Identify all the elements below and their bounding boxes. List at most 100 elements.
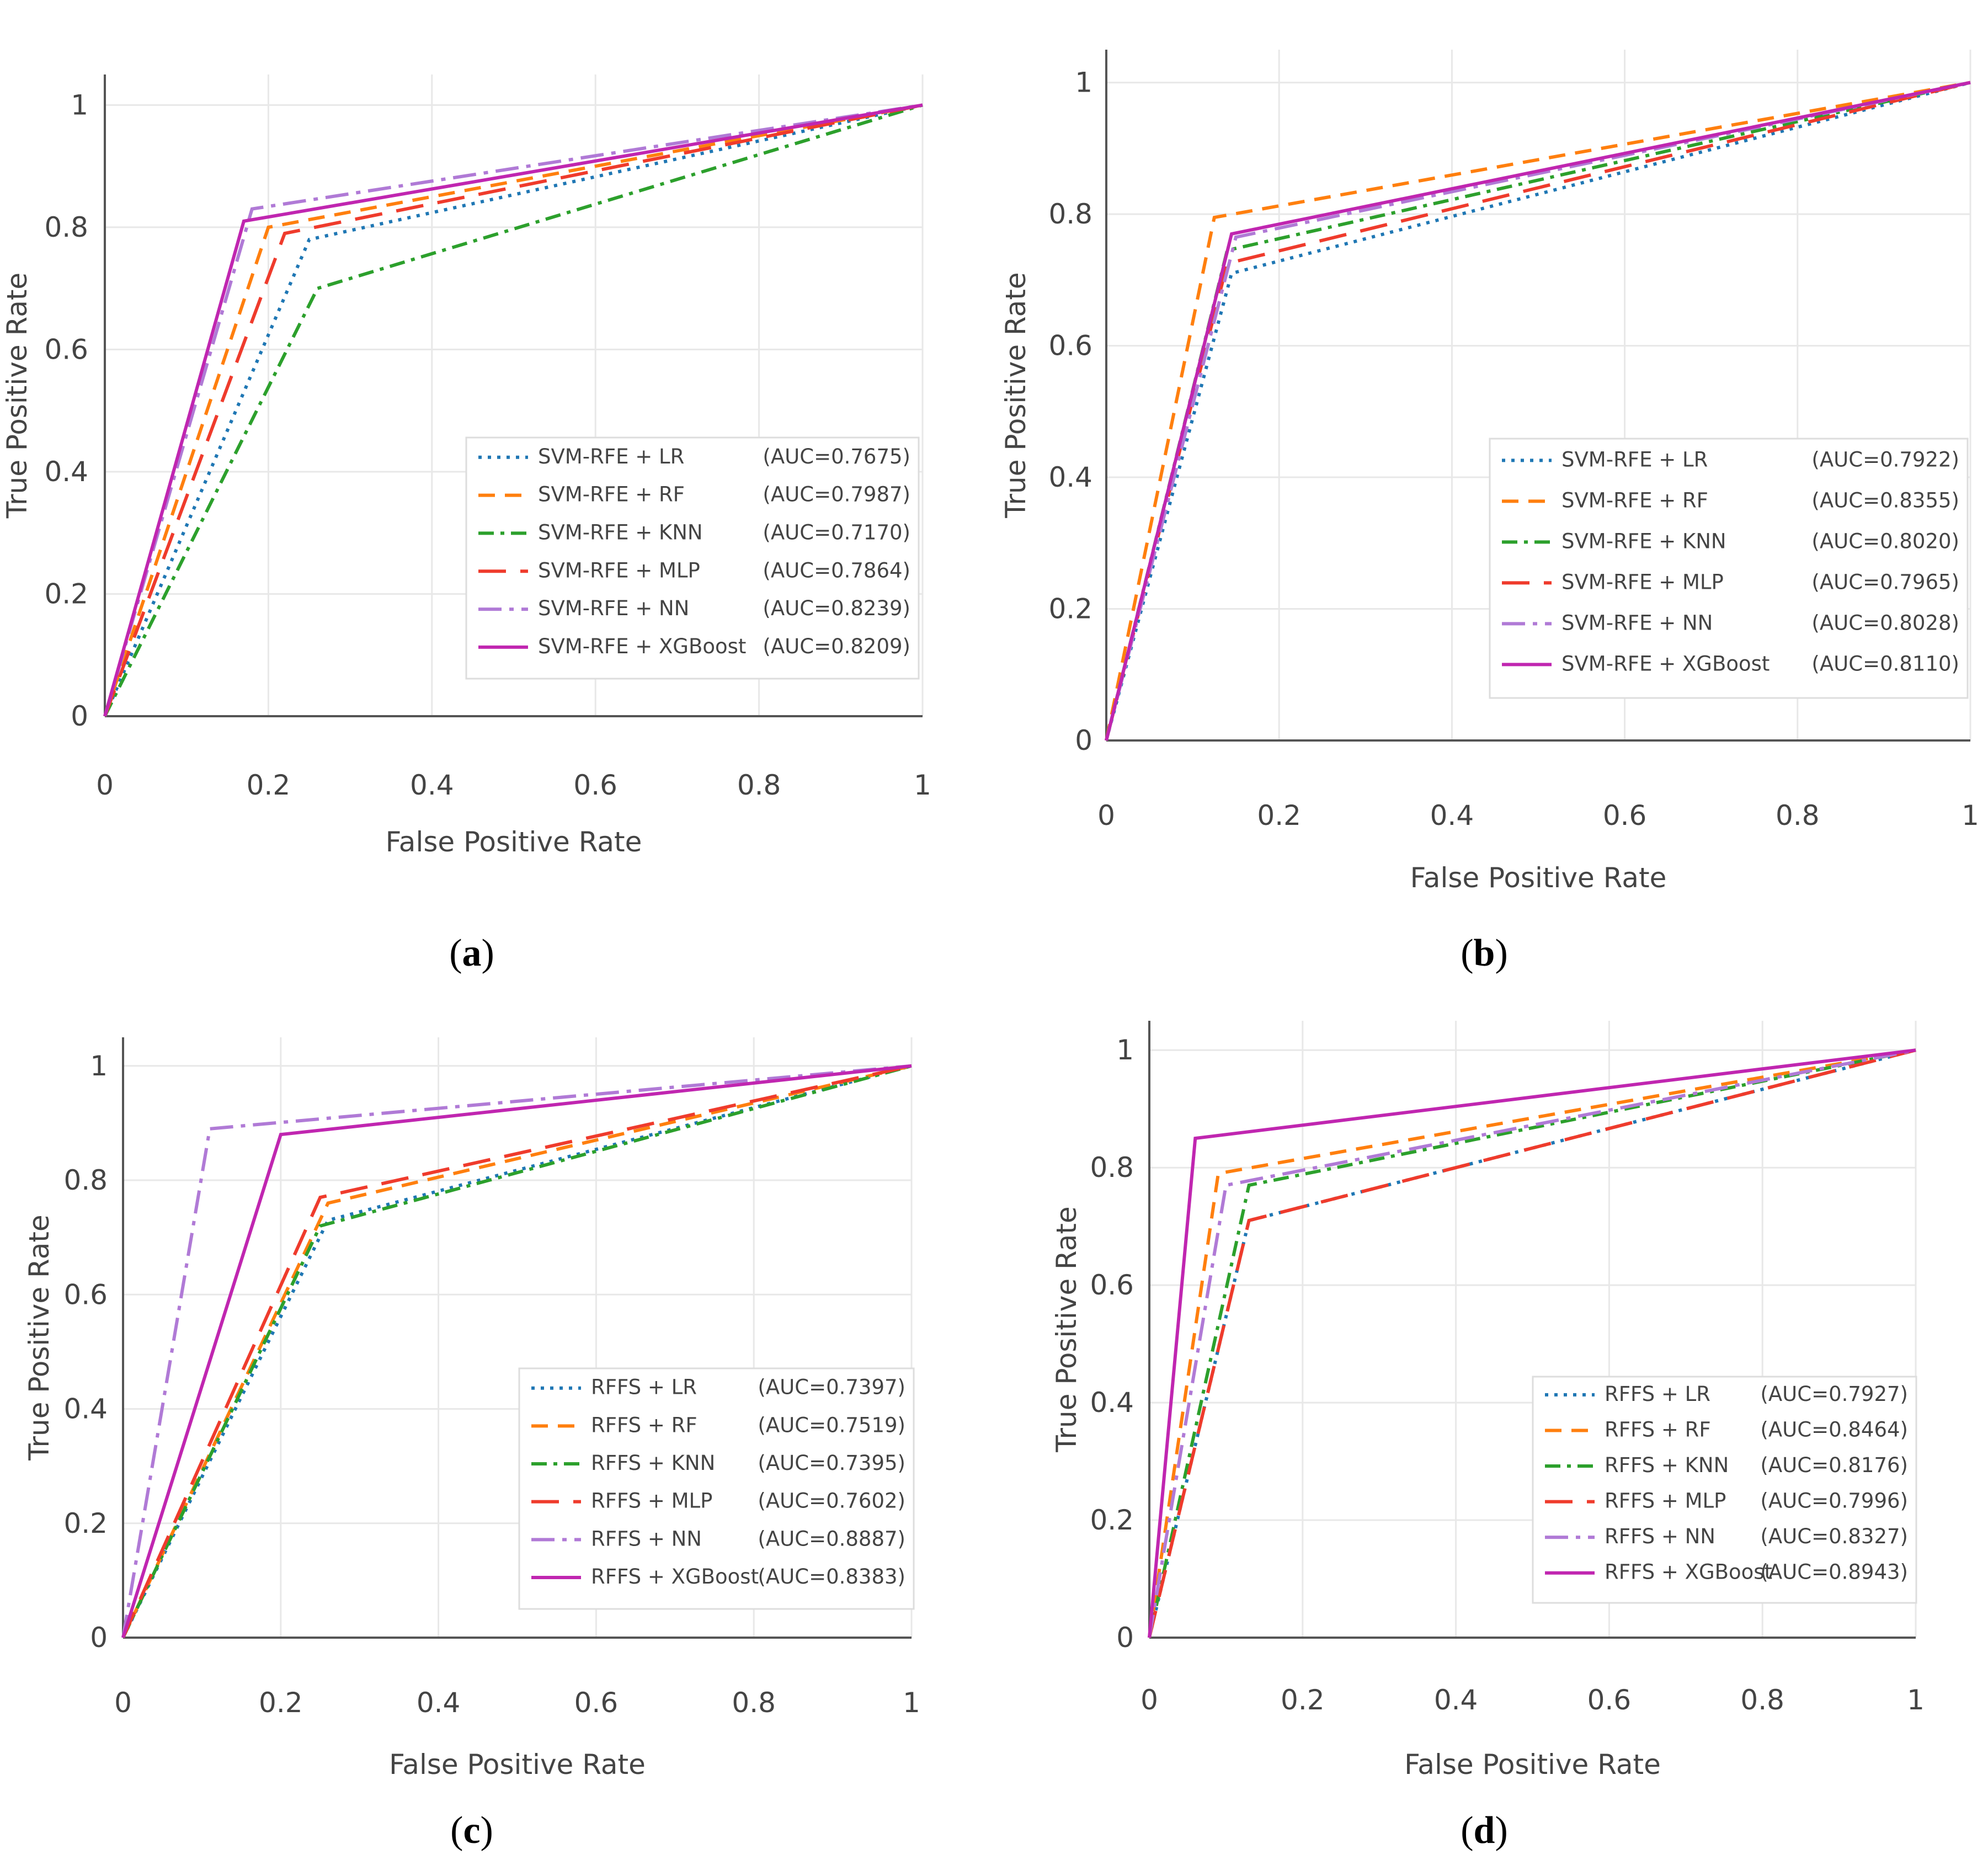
y-axis-title: True Positive Rate [1000, 272, 1032, 518]
x-axis-title: False Positive Rate [1404, 1749, 1661, 1781]
x-tick-label: 1 [1962, 800, 1979, 832]
x-tick-label: 0.6 [1587, 1684, 1632, 1716]
chart-panel-c: 0 0.2 0.4 0.6 0.8 1 0 0.2 0.4 0.6 0.8 1 False Positi… [23, 1037, 920, 1852]
legend-entry: RFFS + KNN [1605, 1453, 1729, 1477]
x-tick-label: 0.8 [1740, 1684, 1784, 1716]
legend-entry: RFFS + RF [591, 1413, 697, 1437]
y-axis-title: True Positive Rate [23, 1214, 55, 1461]
x-tick-label: 0.8 [732, 1687, 776, 1719]
roc-line-mlp [103, 103, 923, 717]
roc-line-mlp [1148, 1048, 1916, 1638]
x-tick-label: 0.2 [1257, 800, 1301, 832]
x-tick-label: 0.4 [1434, 1684, 1478, 1716]
y-tick-label: 0.2 [1090, 1504, 1134, 1536]
legend-auc: (AUC=0.7996) [1760, 1489, 1908, 1513]
legend-box [1532, 1376, 1917, 1604]
roc-line-knn [121, 1064, 912, 1639]
x-tick-label: 0 [114, 1687, 132, 1719]
x-axis-title: False Positive Rate [1410, 862, 1667, 894]
legend-auc: (AUC=0.7675) [763, 445, 910, 468]
legend-entry: SVM-RFE + RF [1561, 488, 1708, 512]
legend-entry: SVM-RFE + RF [538, 483, 685, 507]
y-tick-label: 0 [1116, 1622, 1134, 1654]
y-tick-label: 0.2 [1048, 593, 1092, 625]
legend-auc: (AUC=0.8028) [1811, 611, 1959, 635]
panel-caption: (a) [449, 932, 494, 974]
legend-auc: (AUC=0.7922) [1811, 447, 1959, 471]
x-tick-label: 0.4 [417, 1687, 461, 1719]
y-tick-label: 0.8 [63, 1164, 108, 1196]
panel-caption: (d) [1461, 1809, 1508, 1852]
legend: SVM-RFE + LR (AUC=0.7922) SVM-RFE + RF (AUC… [1489, 438, 1969, 699]
y-tick-label: 0 [1075, 724, 1092, 756]
legend-entry: RFFS + LR [591, 1376, 697, 1399]
legend-entry: SVM-RFE + XGBoost [1561, 652, 1770, 675]
x-tick-label: 0.6 [574, 1687, 619, 1719]
y-tick-label: 1 [1075, 67, 1092, 99]
roc-line-xgboost [121, 1064, 912, 1638]
y-tick-label: 0.4 [1090, 1387, 1134, 1419]
y-tick-label: 0.8 [44, 211, 88, 243]
x-axis-title: False Positive Rate [386, 826, 642, 858]
legend: RFFS + LR (AUC=0.7927) RFFS + RF (AUC=0.846… [1532, 1376, 1917, 1604]
roc-line-rf [1105, 81, 1971, 741]
legend-entry: SVM-RFE + MLP [1561, 570, 1724, 594]
legend-entry: RFFS + MLP [1605, 1489, 1726, 1513]
legend-entry: RFFS + NN [591, 1527, 702, 1550]
legend-box [1489, 438, 1969, 699]
y-tick-label: 0.6 [1090, 1269, 1134, 1301]
legend-auc: (AUC=0.7170) [763, 520, 910, 544]
x-tick-label: 0.2 [259, 1687, 303, 1719]
y-tick-label: 1 [1116, 1034, 1134, 1066]
y-tick-label: 0.6 [63, 1278, 108, 1310]
y-tick-label: 0 [90, 1622, 108, 1654]
legend-auc: (AUC=0.7397) [758, 1376, 905, 1399]
legend-entry: SVM-RFE + XGBoost [538, 635, 746, 658]
x-tick-label: 1 [914, 769, 931, 801]
y-tick-label: 1 [90, 1050, 108, 1082]
y-tick-label: 0.4 [63, 1393, 108, 1425]
legend-entry: RFFS + XGBoost [591, 1565, 759, 1589]
roc-line-xgboost [103, 103, 923, 717]
legend-auc: (AUC=0.8943) [1760, 1560, 1908, 1584]
legend-auc: (AUC=0.8020) [1811, 529, 1959, 553]
legend-auc: (AUC=0.8110) [1811, 652, 1959, 675]
x-tick-label: 0 [1097, 800, 1115, 832]
legend-entry: RFFS + RF [1605, 1417, 1711, 1441]
y-tick-label: 1 [71, 89, 88, 121]
legend-auc: (AUC=0.8887) [758, 1527, 905, 1550]
legend-entry: RFFS + LR [1605, 1382, 1710, 1406]
y-tick-label: 0.2 [44, 578, 88, 610]
y-tick-label: 0.6 [44, 333, 88, 365]
x-tick-label: 1 [903, 1687, 920, 1719]
roc-line-rf [121, 1064, 912, 1639]
y-tick-label: 0.2 [63, 1507, 108, 1539]
x-tick-label: 0.4 [410, 769, 454, 801]
chart-panel-b: 0 0.2 0.4 0.6 0.8 1 0 0.2 0.4 0.6 0.8 1 False Positi… [1000, 50, 1979, 974]
x-tick-label: 0.2 [1281, 1684, 1325, 1716]
x-tick-label: 0 [1140, 1684, 1158, 1716]
legend-entry: SVM-RFE + KNN [538, 520, 703, 544]
legend-auc: (AUC=0.8209) [763, 635, 910, 658]
y-axis-title: True Positive Rate [1, 273, 33, 519]
legend: SVM-RFE + LR (AUC=0.7675) SVM-RFE + RF (AUC… [465, 436, 920, 680]
roc-line-xgboost [1148, 1048, 1916, 1638]
x-axis-title: False Positive Rate [389, 1749, 646, 1781]
legend-entry: SVM-RFE + NN [1561, 611, 1713, 635]
x-tick-label: 0.8 [1776, 800, 1820, 832]
legend-auc: (AUC=0.7395) [758, 1451, 905, 1475]
legend-entry: SVM-RFE + NN [538, 596, 689, 620]
x-tick-label: 0.6 [573, 769, 617, 801]
x-tick-label: 0.8 [737, 769, 781, 801]
legend-entry: RFFS + XGBoost [1605, 1560, 1772, 1584]
legend-auc: (AUC=0.7987) [763, 483, 910, 507]
legend-auc: (AUC=0.8464) [1760, 1417, 1908, 1441]
roc-line-lr [103, 103, 923, 717]
legend-entry: SVM-RFE + LR [1561, 447, 1708, 471]
legend-auc: (AUC=0.8355) [1811, 488, 1959, 512]
y-tick-label: 0.4 [44, 456, 88, 488]
panel-caption: (c) [450, 1809, 493, 1852]
y-tick-label: 0.8 [1090, 1152, 1134, 1184]
roc-line-rf [1148, 1048, 1916, 1638]
